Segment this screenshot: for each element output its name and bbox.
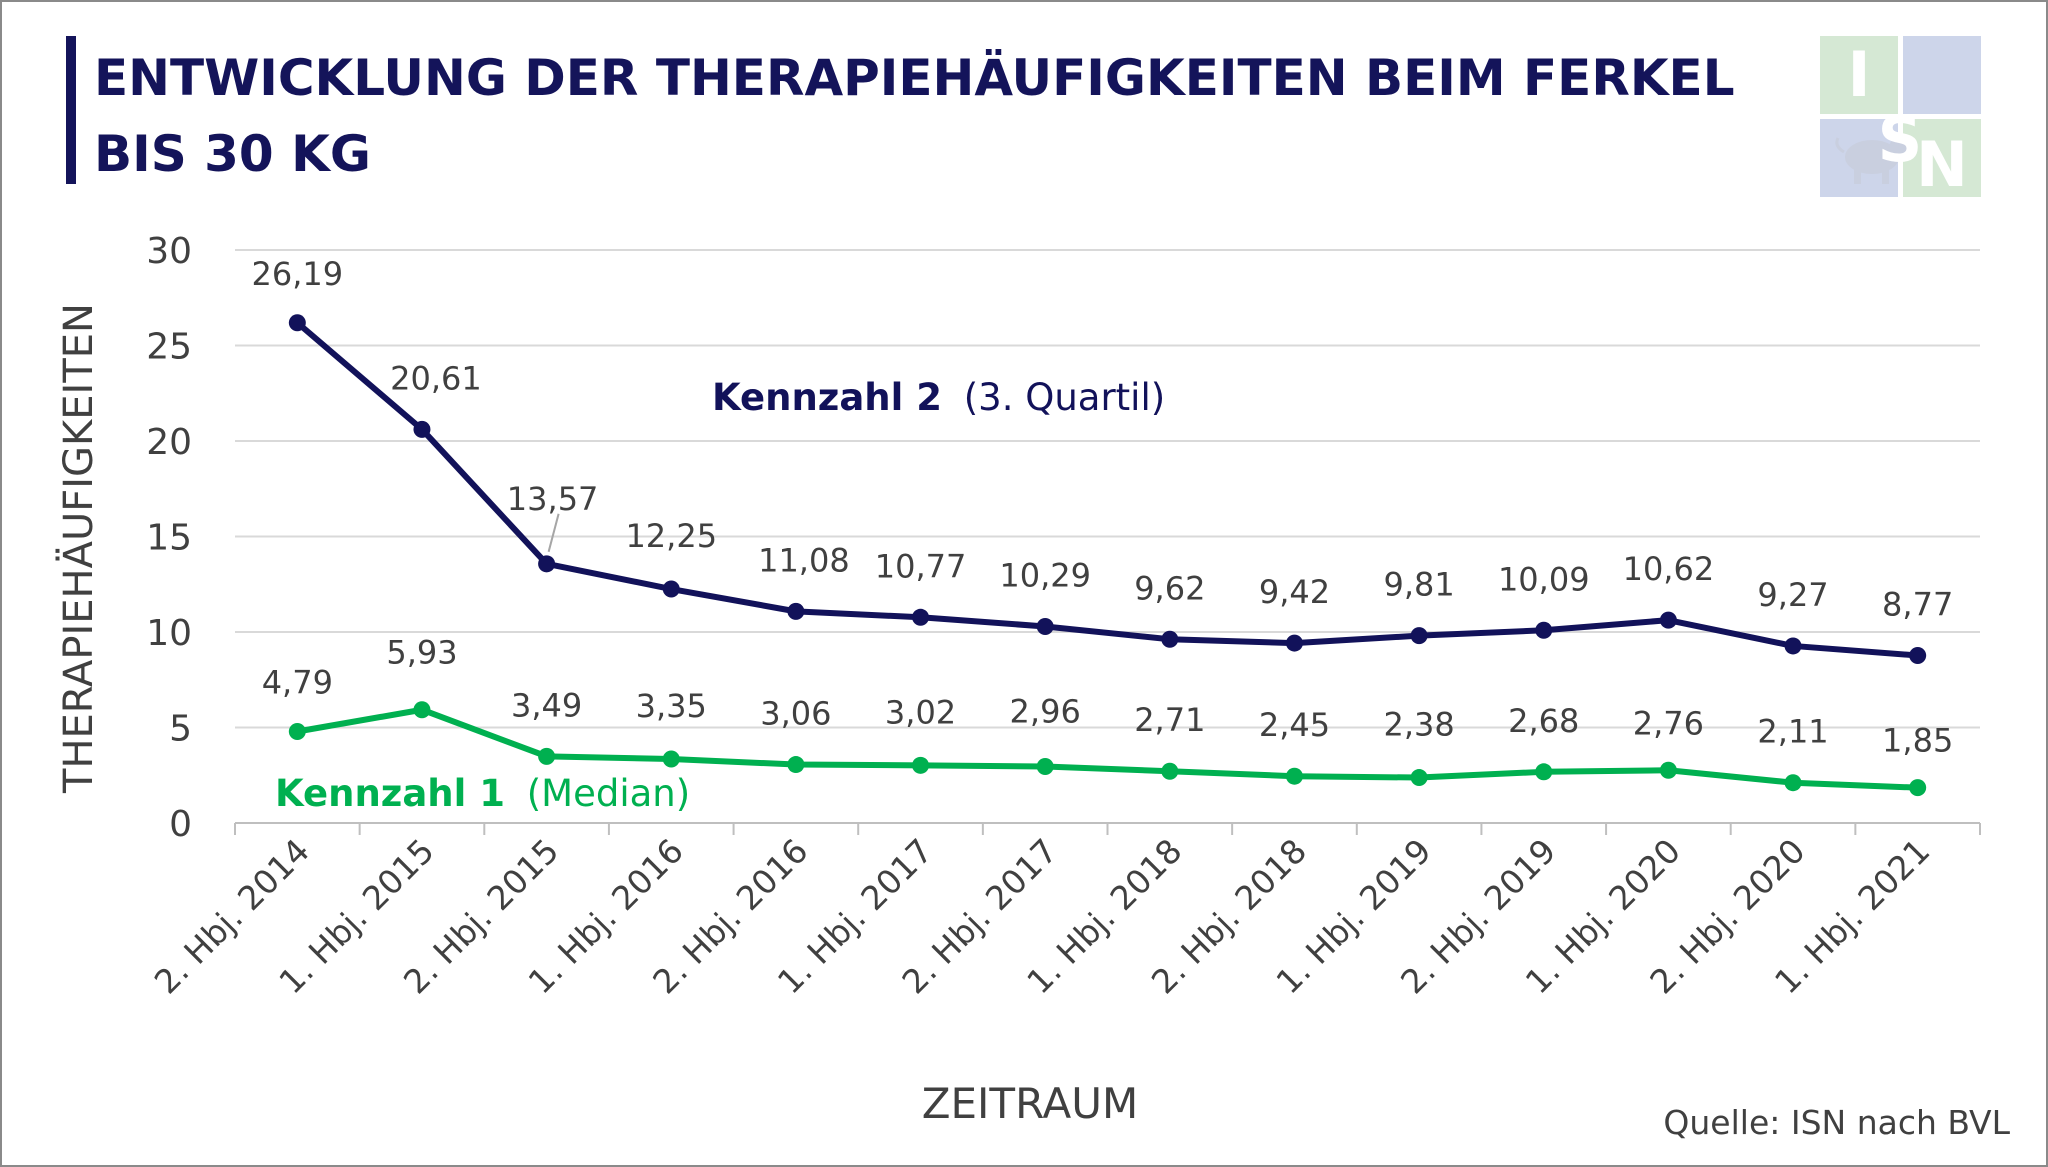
data-labels: 26,19 20,61 13,57 12,25 11,08 10,77 10,29 9,62 9… [252, 255, 1954, 760]
data-label: 2,68 [1508, 702, 1579, 740]
data-point [1659, 761, 1677, 779]
logo-letter-i: I [1847, 38, 1870, 111]
data-label: 10,62 [1623, 550, 1715, 588]
data-point [538, 747, 556, 765]
label-leader-line [547, 513, 560, 553]
data-label: 10,09 [1498, 560, 1590, 598]
x-axis-title: ZEITRAUM [922, 1079, 1139, 1128]
data-point [662, 750, 680, 768]
legend-kennzahl-1-name: Kennzahl 1 [275, 772, 505, 815]
data-point [413, 701, 431, 719]
data-label: 9,27 [1757, 576, 1828, 614]
data-label: 2,71 [1134, 701, 1205, 739]
data-point [288, 314, 306, 332]
data-label: 3,02 [885, 693, 956, 731]
y-tick-label: 10 [146, 613, 192, 654]
data-label: 3,06 [760, 695, 831, 733]
data-label: 12,25 [625, 517, 717, 555]
data-point [912, 608, 930, 626]
series-line [295, 320, 1918, 659]
data-point [787, 756, 805, 774]
data-point [1410, 769, 1428, 787]
chart-title: ENTWICKLUNG DER THERAPIEHÄUFIGKEITEN BEI… [94, 40, 1735, 192]
data-point [538, 555, 556, 573]
data-label: 5,93 [386, 634, 457, 672]
data-label: 2,96 [1010, 692, 1081, 730]
data-label: 2,38 [1383, 706, 1454, 744]
logo-letter-n: N [1916, 128, 1968, 197]
data-label: 10,77 [875, 547, 967, 585]
data-label: 20,61 [390, 359, 482, 397]
data-point [1535, 621, 1553, 639]
data-point [1535, 763, 1553, 781]
data-label: 3,49 [511, 686, 582, 724]
data-point [413, 420, 431, 438]
source-note: Quelle: ISN nach BVL [1663, 1103, 2010, 1142]
data-label: 4,79 [262, 664, 333, 702]
y-tick-label: 30 [146, 231, 192, 272]
legend-kennzahl-2: Kennzahl 2 (3. Quartil) [712, 376, 1165, 419]
data-point [1784, 774, 1802, 792]
data-label: 2,76 [1633, 704, 1704, 742]
data-point [288, 723, 306, 741]
data-point [662, 580, 680, 598]
data-point [1784, 637, 1802, 655]
y-tick-label: 0 [169, 804, 192, 845]
data-label: 10,29 [999, 556, 1091, 594]
data-point [1410, 627, 1428, 645]
y-axis-title: THERAPIEHÄUFIGKEITEN [54, 303, 102, 794]
y-tick-label: 20 [146, 422, 192, 463]
data-point [1659, 611, 1677, 629]
logo-letter-s: S [1878, 103, 1923, 176]
legend-kennzahl-1: Kennzahl 1 (Median) [275, 772, 690, 815]
legend-kennzahl-2-suffix: (3. Quartil) [964, 376, 1165, 419]
title-line-2: BIS 30 KG [94, 125, 371, 183]
data-point [1161, 762, 1179, 780]
data-point [1909, 646, 1927, 664]
data-label: 11,08 [758, 541, 850, 579]
y-tick-label: 15 [146, 518, 192, 559]
data-label: 13,57 [507, 480, 599, 518]
data-label: 2,45 [1259, 706, 1330, 744]
data-point [912, 756, 930, 774]
title-line-1: ENTWICKLUNG DER THERAPIEHÄUFIGKEITEN BEI… [94, 49, 1735, 107]
data-label: 3,35 [636, 687, 707, 725]
y-tick-label: 25 [146, 327, 192, 368]
data-point [787, 602, 805, 620]
data-point [1285, 634, 1303, 652]
data-label: 1,85 [1882, 722, 1953, 760]
data-point [1161, 630, 1179, 648]
data-point [1285, 767, 1303, 785]
pig-icon [1835, 137, 1916, 184]
series-line [296, 706, 1918, 791]
y-tick-label: 5 [169, 709, 192, 750]
series-lines [288, 314, 1927, 797]
legend-kennzahl-1-suffix: (Median) [527, 772, 690, 815]
legend-kennzahl-2-name: Kennzahl 2 [712, 376, 942, 419]
isn-logo: I S N [1820, 36, 1981, 197]
data-point [1909, 779, 1927, 797]
title-accent-bar [66, 36, 76, 184]
data-label: 26,19 [252, 255, 344, 293]
data-label: 9,42 [1259, 573, 1330, 611]
data-label: 9,62 [1134, 569, 1205, 607]
gridlines [235, 249, 1980, 729]
data-label: 8,77 [1882, 585, 1953, 623]
data-point [1036, 757, 1054, 775]
data-point [1036, 617, 1054, 635]
data-label: 9,81 [1383, 566, 1454, 604]
data-label: 2,11 [1757, 713, 1828, 751]
